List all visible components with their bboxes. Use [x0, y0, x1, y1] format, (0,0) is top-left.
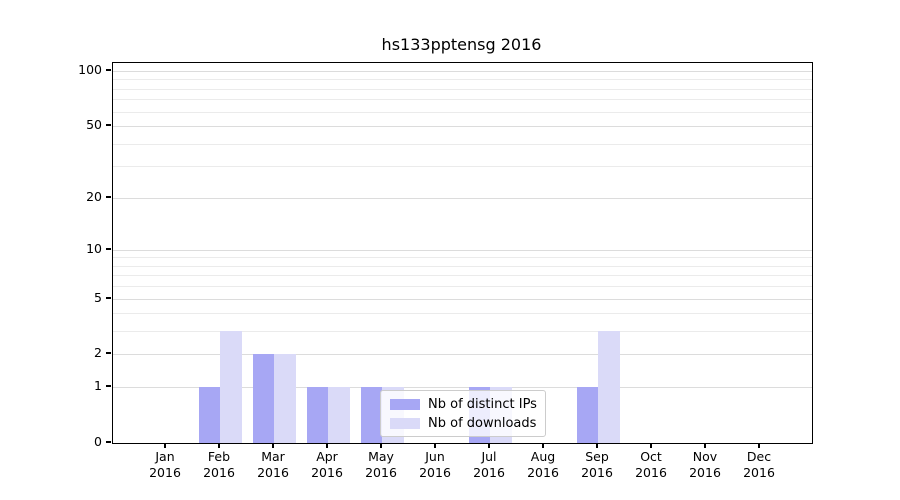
- minor-gridline: [113, 111, 812, 113]
- bar-distinct-ips-sep: [576, 387, 598, 443]
- bar-distinct-ips-mar: [252, 354, 274, 443]
- major-gridline: [113, 197, 812, 199]
- x-axis-tick: [542, 443, 544, 448]
- major-gridline: [113, 249, 812, 251]
- y-axis-label: 100: [78, 62, 102, 77]
- y-axis-tick: [106, 296, 111, 299]
- legend: Nb of distinct IPs Nb of downloads: [380, 390, 546, 437]
- legend-item: Nb of distinct IPs: [390, 397, 545, 412]
- x-axis-label: Jul 2016: [473, 449, 505, 480]
- x-axis-tick: [218, 443, 220, 448]
- bar-downloads-mar: [274, 354, 296, 443]
- bar-distinct-ips-may: [360, 387, 382, 443]
- x-axis-label: Dec 2016: [743, 449, 775, 480]
- x-axis-tick: [434, 443, 436, 448]
- bar-downloads-feb: [220, 331, 242, 443]
- minor-gridline: [113, 88, 812, 90]
- x-axis-label: May 2016: [365, 449, 397, 480]
- minor-gridline: [113, 99, 812, 101]
- x-axis-label: Feb 2016: [203, 449, 235, 480]
- bar-distinct-ips-feb: [198, 387, 220, 443]
- y-axis-tick: [106, 124, 111, 127]
- y-axis-label: 20: [86, 188, 102, 204]
- y-axis-label: 50: [86, 117, 102, 133]
- minor-gridline: [113, 313, 812, 315]
- x-axis-tick: [704, 443, 706, 448]
- major-gridline: [113, 298, 812, 300]
- y-axis-tick: [106, 195, 111, 198]
- y-axis-tick: [106, 69, 111, 71]
- minor-gridline: [113, 166, 812, 168]
- x-axis-tick: [596, 443, 598, 448]
- plot-area: [112, 62, 813, 444]
- legend-label: Nb of downloads: [428, 415, 537, 431]
- y-axis-label: 2: [94, 345, 102, 361]
- bar-distinct-ips-apr: [306, 387, 328, 443]
- x-axis-tick: [326, 443, 328, 448]
- major-gridline: [113, 71, 812, 72]
- x-axis-label: Nov 2016: [689, 449, 721, 480]
- x-axis-label: Aug 2016: [527, 449, 559, 480]
- y-axis-tick: [106, 247, 111, 250]
- y-axis-label: 0: [94, 434, 102, 449]
- x-axis-label: Mar 2016: [257, 449, 289, 480]
- x-axis-tick: [164, 443, 166, 448]
- x-axis-tick: [758, 443, 760, 448]
- major-gridline: [113, 387, 812, 389]
- major-gridline: [113, 126, 812, 128]
- legend-label: Nb of distinct IPs: [428, 396, 537, 412]
- legend-swatch-distinct_ips: [390, 398, 420, 410]
- y-axis-tick: [106, 352, 111, 355]
- x-axis-label: Apr 2016: [311, 449, 343, 480]
- minor-gridline: [113, 286, 812, 288]
- minor-gridline: [113, 257, 812, 259]
- y-axis-label: 10: [86, 240, 102, 256]
- minor-gridline: [113, 143, 812, 145]
- x-axis-tick: [380, 443, 382, 448]
- x-axis-tick: [272, 443, 274, 448]
- x-axis-label: Oct 2016: [635, 449, 667, 480]
- bar-downloads-apr: [328, 387, 350, 443]
- minor-gridline: [113, 331, 812, 333]
- y-axis-tick: [106, 441, 111, 443]
- x-axis-tick: [650, 443, 652, 448]
- minor-gridline: [113, 265, 812, 267]
- x-axis-tick: [488, 443, 490, 448]
- bar-downloads-sep: [598, 331, 620, 443]
- y-axis-label: 1: [94, 378, 102, 394]
- x-axis-label: Jun 2016: [419, 449, 451, 480]
- legend-item: Nb of downloads: [390, 416, 545, 431]
- major-gridline: [113, 354, 812, 356]
- minor-gridline: [113, 79, 812, 81]
- chart-title: hs133pptensg 2016: [381, 35, 542, 54]
- y-axis-tick: [106, 385, 111, 388]
- x-axis-label: Jan 2016: [149, 449, 181, 480]
- y-axis-label: 5: [94, 289, 102, 305]
- legend-swatch-downloads: [390, 417, 420, 429]
- x-axis-label: Sep 2016: [581, 449, 613, 480]
- minor-gridline: [113, 275, 812, 277]
